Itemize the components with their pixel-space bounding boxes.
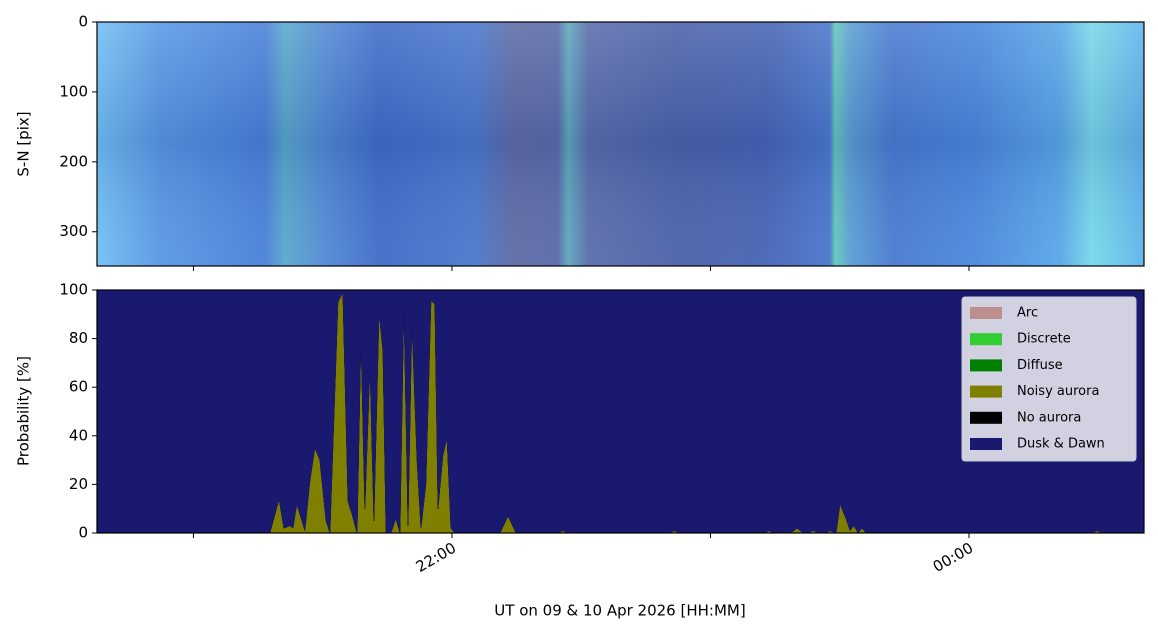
y-tick-label: 100 xyxy=(59,82,88,100)
legend-label: Dusk & Dawn xyxy=(1017,437,1105,452)
legend-label: Diffuse xyxy=(1017,358,1063,373)
legend-label: Noisy aurora xyxy=(1017,384,1099,399)
bottom-frame xyxy=(96,289,1145,534)
y-tick-label: 0 xyxy=(78,524,88,542)
top-frame xyxy=(96,21,1145,267)
y-tick-label: 20 xyxy=(69,475,88,493)
legend-label: Arc xyxy=(1017,306,1038,321)
legend-swatch xyxy=(970,411,1002,424)
legend-label: No aurora xyxy=(1017,410,1081,425)
legend-label: Discrete xyxy=(1017,332,1071,347)
legend-swatch xyxy=(970,359,1002,372)
legend-box xyxy=(961,296,1137,462)
y-tick-label: 40 xyxy=(69,426,88,444)
y-axis-label: Probability [%] xyxy=(15,356,33,466)
y-tick-label: 200 xyxy=(59,152,88,170)
keogram-shading xyxy=(97,22,1144,266)
y-tick-label: 60 xyxy=(69,378,88,396)
legend-swatch xyxy=(970,307,1002,319)
x-axis-label: UT on 09 & 10 Apr 2026 [HH:MM] xyxy=(494,602,745,620)
y-axis-label: S-N [pix] xyxy=(15,111,33,176)
y-tick-label: 80 xyxy=(69,329,88,347)
y-tick-label: 0 xyxy=(78,13,88,31)
x-tick-label: 22:00 xyxy=(413,539,459,576)
legend-swatch xyxy=(970,438,1002,450)
x-tick-label: 00:00 xyxy=(930,539,976,576)
legend-swatch xyxy=(970,385,1002,398)
legend: Arc Discrete Diffuse Noisy aurora No aurora D… xyxy=(961,296,1137,462)
legend-swatch xyxy=(970,333,1002,346)
y-tick-label: 100 xyxy=(59,281,88,299)
y-tick-label: 300 xyxy=(59,222,88,240)
